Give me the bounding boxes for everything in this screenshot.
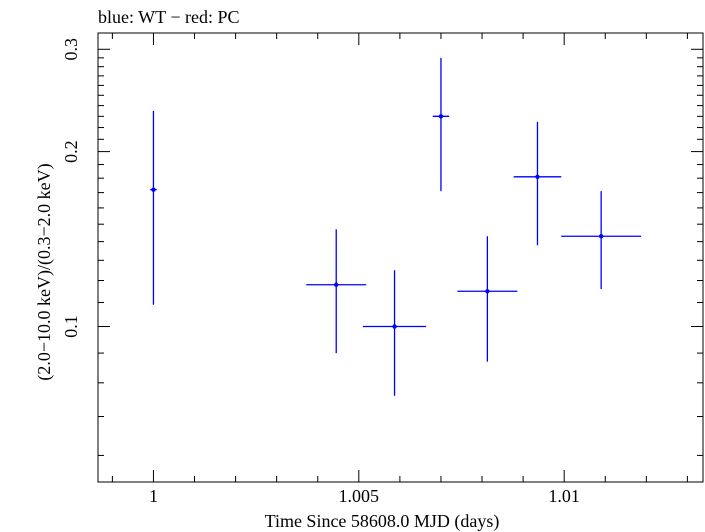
y-tick-label: 0.2 [61, 140, 81, 163]
point-marker [392, 324, 397, 329]
data-points [150, 57, 641, 396]
data-point [561, 191, 641, 290]
data-point [362, 270, 427, 396]
y-axis-label: (2.0−10.0 keV)/(0.3−2.0 keV) [34, 163, 55, 380]
chart-title: blue: WT − red: PC [98, 7, 239, 27]
point-marker [485, 289, 490, 294]
y-tick-label: 0.1 [61, 315, 81, 338]
x-tick-label: 1.005 [339, 486, 380, 506]
data-point [432, 57, 450, 192]
point-marker [535, 174, 540, 179]
plot-frame [97, 32, 704, 483]
data-point [306, 229, 367, 354]
data-point [457, 236, 518, 362]
x-tick-label: 1.01 [548, 486, 580, 506]
y-tick-label: 0.3 [61, 38, 81, 61]
x-tick-label: 1 [149, 486, 158, 506]
x-axis-label: Time Since 58608.0 MJD (days) [265, 511, 500, 532]
data-point [150, 110, 157, 305]
point-marker [438, 114, 444, 119]
point-marker [334, 282, 339, 287]
x-axis: 1 1.005 1.01 [111, 33, 688, 506]
data-point [513, 121, 562, 246]
point-marker [151, 187, 156, 192]
y-axis: 0.1 0.2 0.3 [61, 38, 703, 456]
point-marker [598, 234, 604, 239]
